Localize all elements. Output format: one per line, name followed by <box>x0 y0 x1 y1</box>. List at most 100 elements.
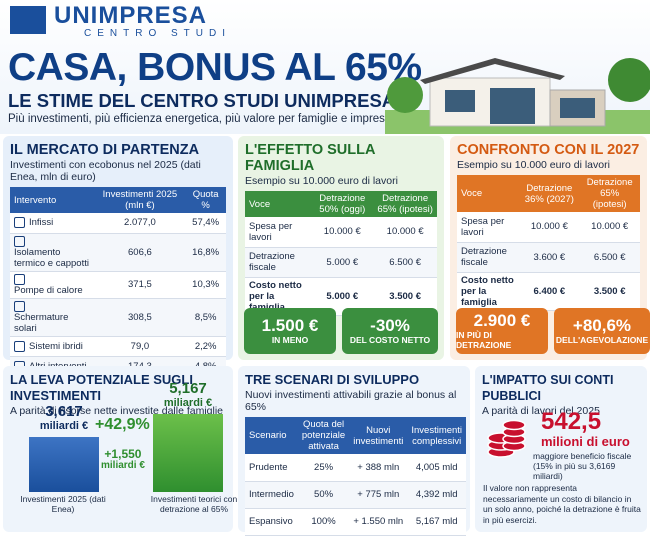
cell-text: 5.000 € <box>326 290 359 302</box>
highlight-box: +80,6% DELL'AGEVOLAZIONE <box>554 308 650 354</box>
leverage-panel: LA LEVA POTENZIALE SUGLI INVESTIMENTI A … <box>3 366 237 532</box>
cell-text: 5.000 € <box>326 256 359 268</box>
table-cell: Detrazione fiscale <box>457 242 519 272</box>
table-row: Prudente 25% + 388 mln 4,005 mld <box>245 454 467 481</box>
header-row: Scenario Quota del potenziale attivata Nuo… <box>245 417 467 454</box>
row-icon <box>14 217 25 229</box>
table-row: Spesa per lavori 10.000 € 10.000 € <box>457 212 640 242</box>
table: Voce Detrazione 36% (2027) Detrazione 65% … <box>457 175 640 311</box>
cell-text: 6.500 € <box>389 256 421 268</box>
cell-text: 4,005 mld <box>415 461 458 473</box>
impact-note: maggiore beneficio fiscale (15% in più s… <box>533 451 632 481</box>
table-cell: 10.000 € <box>373 217 437 247</box>
table-cell: 8,5% <box>185 298 226 336</box>
cell-text: 308,5 <box>128 311 152 323</box>
market-panel: IL MERCATO DI PARTENZA Investimenti con … <box>3 136 233 395</box>
table-cell: Infissi <box>10 213 95 233</box>
cell-text: 3.500 € <box>389 290 421 302</box>
logo-name: UNIMPRESA <box>54 2 208 29</box>
bar-value-unit: miliardi € <box>39 420 89 433</box>
column-header: Quota del potenziale attivata <box>301 419 346 452</box>
increase-pct: +42,9% <box>95 416 150 433</box>
table-cell: 4,005 mld <box>407 454 466 481</box>
table-cell: 5.000 € <box>311 277 373 315</box>
cell-text: 6.400 € <box>533 285 566 297</box>
cell-text: 6.500 € <box>593 251 626 263</box>
table-cell: Costo netto per la famiglia <box>457 272 519 310</box>
table-cell: 606,6 <box>95 233 186 271</box>
row-icon <box>14 235 25 247</box>
column-header: Investimenti 2025 (mln €) <box>102 189 178 211</box>
table-cell: 2,2% <box>185 336 226 356</box>
column-header: Detrazione 65% (ipotesi) <box>377 193 433 215</box>
table-cell: 3.500 € <box>579 272 640 310</box>
panel-subtitle: Esempio su 10.000 euro di lavori <box>457 159 610 171</box>
table-cell: Costo netto per la famiglia <box>245 277 311 315</box>
cell-text: 79,0 <box>130 340 150 352</box>
bar-area: 3,617 miliardi € Investimenti 2025 (dati E… <box>3 381 237 532</box>
bar <box>29 437 99 492</box>
column-header: Investimenti complessivi <box>411 424 463 447</box>
table: Scenario Quota del potenziale attivata Nuo… <box>245 417 467 536</box>
table: Intervento Investimenti 2025 (mln €) Quota… <box>10 187 226 395</box>
impact-footnote: Il valore non rappresenta necessariament… <box>483 483 641 525</box>
table-cell: 4,392 mld <box>407 481 466 508</box>
bar-value-number: 5,167 <box>169 380 207 397</box>
table-cell: Prudente <box>245 454 298 481</box>
highlight-box: 2.900 € IN PIÙ DI DETRAZIONE <box>456 308 548 354</box>
table-cell: 3.500 € <box>373 277 437 315</box>
title: CASA, BONUS AL 65% <box>8 46 422 89</box>
cell-text: + 775 mln <box>357 489 400 500</box>
cell-text: Infissi <box>29 217 54 229</box>
highlight-label: DELL'AGEVOLAZIONE <box>555 335 649 345</box>
table-cell: 79,0 <box>95 336 186 356</box>
table-wrap: Voce Detrazione 50% (oggi) Detrazione 65% … <box>245 191 437 316</box>
table-cell: + 388 mln <box>349 454 407 481</box>
impact-value: 542,5 <box>541 408 602 435</box>
highlight-value: 2.900 € <box>473 311 531 330</box>
table-cell: + 1.550 mln <box>349 508 407 535</box>
highlight-label: IN PIÙ DI DETRAZIONE <box>456 330 512 350</box>
table-row: Sistemi ibridi 79,0 2,2% <box>10 336 226 357</box>
cell-text: Detrazione fiscale <box>461 246 507 268</box>
table-cell: 10.000 € <box>519 212 579 242</box>
column-header: Quota % <box>192 189 219 211</box>
table-cell: Sistemi ibridi <box>10 336 95 356</box>
cell-text: 10.000 € <box>530 221 568 233</box>
subtitle: LE STIME DEL CENTRO STUDI UNIMPRESA <box>8 90 396 111</box>
cell-text: 3.600 € <box>533 251 566 263</box>
highlight-value: +80,6% <box>572 316 632 335</box>
panel-title: CONFRONTO CON IL 2027 <box>457 142 640 158</box>
logo-sub: CENTRO STUDI <box>84 28 231 39</box>
panel-title: LA LEVA POTENZIALE SUGLI INVESTIMENTI <box>10 372 193 403</box>
cell-text: + 1.550 mln <box>353 516 404 527</box>
table-cell: 100% <box>298 508 349 535</box>
column-header: Voce <box>249 198 271 210</box>
impact-panel: L'IMPATTO SUI CONTI PUBBLICI A parità di… <box>475 366 647 532</box>
table-cell: 10.000 € <box>579 212 640 242</box>
cell-text: Costo netto per la famiglia <box>461 274 514 308</box>
cell-text: 100% <box>311 516 336 527</box>
table-row: Espansivo 100% + 1.550 mln 5,167 mld <box>245 508 467 535</box>
cell-text: 606,6 <box>128 246 152 258</box>
table-cell: 5.000 € <box>311 247 373 277</box>
table-cell: Isolamento termico e cappotti <box>10 233 95 271</box>
cell-text: 10.000 € <box>323 226 361 238</box>
panel-title: L'EFFETTO SULLA FAMIGLIA <box>245 142 375 174</box>
cell-text: Schermature solari <box>14 311 69 334</box>
cell-text: 10.000 € <box>386 226 424 238</box>
table-cell: 16,8% <box>185 233 226 271</box>
coins-icon <box>487 419 526 458</box>
column-header: Nuovi investimenti <box>353 424 404 447</box>
header-row: Intervento Investimenti 2025 (mln €) Quota… <box>10 187 226 213</box>
highlight-label: DEL COSTO NETTO <box>349 335 431 345</box>
tagline: Più investimenti, più efficienza energet… <box>8 113 392 125</box>
table-cell: 371,5 <box>95 271 186 298</box>
cell-text: Isolamento termico e cappotti <box>14 246 89 269</box>
bar-label: Investimenti teorici con detrazione al 6… <box>150 494 238 514</box>
panel-subtitle: A parità di lavori del 2025 <box>482 405 600 417</box>
increase-abs-number: +1,550 <box>104 447 142 461</box>
comparison-panel: CONFRONTO CON IL 2027 Esempio su 10.000 … <box>450 136 650 360</box>
table-cell: Spesa per lavori <box>457 212 519 242</box>
increase-abs-unit: miliardi € <box>101 460 145 471</box>
